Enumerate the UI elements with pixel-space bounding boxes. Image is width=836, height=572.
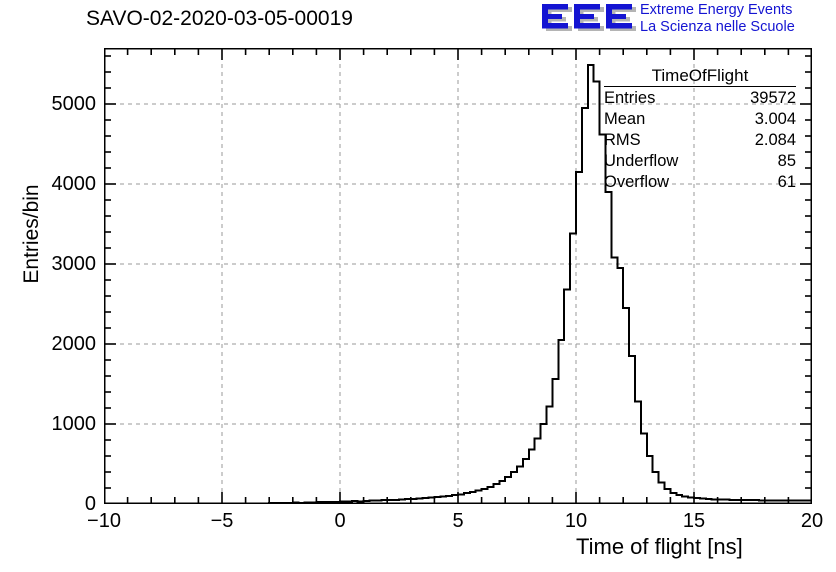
eee-logo: Extreme Energy Events La Scienza nelle S… [540,2,832,38]
eee-logo-mark [542,4,636,31]
stats-row-value: 85 [777,152,796,170]
axis-ticks [104,48,812,504]
stats-row-value: 61 [777,173,796,191]
stats-row-value: 39572 [750,89,796,107]
y-tick-label: 3000 [51,253,97,275]
y-tick-label: 2000 [51,333,97,355]
eee-logo-line2: La Scienza nelle Scuole [640,19,795,35]
x-tick-label: 5 [452,510,464,532]
stats-row-label: Entries [604,89,656,107]
x-tick-label: −5 [210,510,234,532]
stats-row-value: 2.084 [754,131,796,149]
x-tick-label: 0 [334,510,346,532]
stats-row-label: Underflow [604,152,679,170]
eee-logo-line1: Extreme Energy Events [640,2,793,18]
stats-box: TimeOfFlight Entries 39572 Mean 3.004 RMS 2.0… [604,66,796,192]
stats-row: Mean 3.004 [604,108,796,129]
x-tick-label: 15 [682,510,706,532]
x-tick-label: 20 [800,510,824,532]
stats-row: Overflow 61 [604,171,796,192]
y-axis-title: Entries/bin [20,184,43,284]
histogram-plot [104,48,812,504]
stats-row-label: Overflow [604,173,670,191]
grid-lines [104,48,812,504]
plot-area [104,48,812,504]
eee-logo-text: Extreme Energy Events La Scienza nelle S… [640,2,834,36]
stats-row: RMS 2.084 [604,129,796,150]
stats-box-title: TimeOfFlight [604,66,796,87]
stats-row-label: Mean [604,110,646,128]
y-tick-label: 5000 [51,93,97,115]
y-tick-label: 4000 [51,173,97,195]
stats-box-rows: Entries 39572 Mean 3.004 RMS 2.084 Underflow 85… [604,87,796,192]
stats-row: Entries 39572 [604,87,796,108]
stats-row-value: 3.004 [754,110,796,128]
y-tick-label: 0 [84,493,96,515]
page-title: SAVO-02-2020-03-05-00019 [86,7,353,30]
stats-row-label: RMS [604,131,641,149]
x-tick-label: −10 [87,510,121,532]
x-axis-title: Time of flight [ns] [576,534,743,559]
x-tick-label: 10 [564,510,588,532]
y-tick-label: 1000 [51,413,97,435]
stats-row: Underflow 85 [604,150,796,171]
